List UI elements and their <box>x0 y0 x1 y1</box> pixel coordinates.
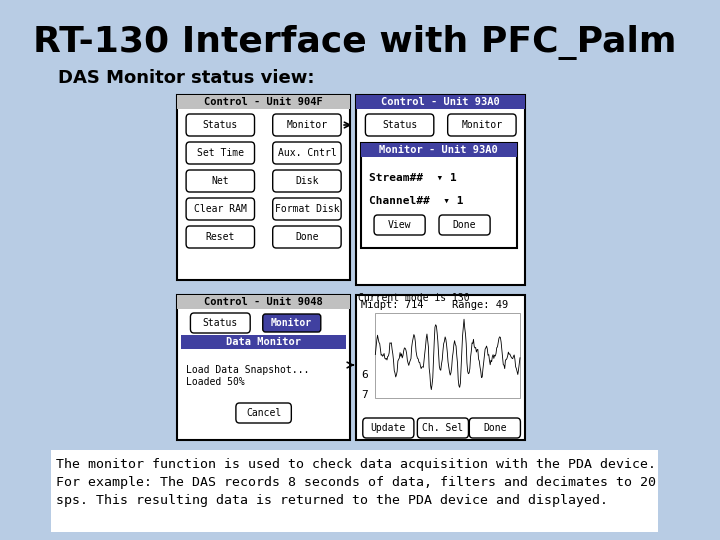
Text: Control - Unit 93A0: Control - Unit 93A0 <box>382 97 500 107</box>
Text: Current mode is 130: Current mode is 130 <box>358 293 469 303</box>
Text: Midpt: 714: Midpt: 714 <box>361 300 423 310</box>
FancyBboxPatch shape <box>177 95 350 280</box>
Text: Aux. Cntrl: Aux. Cntrl <box>277 148 336 158</box>
FancyBboxPatch shape <box>356 95 525 285</box>
FancyBboxPatch shape <box>186 226 255 248</box>
Bar <box>177 295 350 309</box>
Bar <box>177 95 350 109</box>
Text: Control - Unit 9048: Control - Unit 9048 <box>204 297 323 307</box>
Text: The monitor function is used to check data acquisition with the PDA device.
For : The monitor function is used to check da… <box>55 458 656 507</box>
Text: Stream##  ▾ 1: Stream## ▾ 1 <box>369 173 457 183</box>
Text: Clear RAM: Clear RAM <box>194 204 247 214</box>
FancyBboxPatch shape <box>177 295 350 440</box>
Text: Reset: Reset <box>206 232 235 242</box>
FancyBboxPatch shape <box>374 215 425 235</box>
Text: Status: Status <box>382 120 417 130</box>
FancyBboxPatch shape <box>273 142 341 164</box>
Text: Status: Status <box>203 120 238 130</box>
Text: Range: 49: Range: 49 <box>451 300 508 310</box>
Bar <box>51 450 657 532</box>
Text: Disk: Disk <box>295 176 319 186</box>
FancyBboxPatch shape <box>273 114 341 136</box>
Text: Cancel: Cancel <box>246 408 282 418</box>
FancyBboxPatch shape <box>273 226 341 248</box>
Bar <box>356 295 525 440</box>
Bar <box>361 143 516 157</box>
FancyBboxPatch shape <box>448 114 516 136</box>
Text: Channel##  ▾ 1: Channel## ▾ 1 <box>369 196 464 206</box>
Bar <box>181 335 346 349</box>
Text: Done: Done <box>453 220 477 230</box>
Text: DAS Monitor status view:: DAS Monitor status view: <box>58 69 315 87</box>
Text: Load Data Snapshot...
Loaded 50%: Load Data Snapshot... Loaded 50% <box>186 365 309 387</box>
FancyBboxPatch shape <box>365 114 434 136</box>
FancyBboxPatch shape <box>361 143 516 248</box>
Text: Done: Done <box>483 423 507 433</box>
Bar <box>356 95 525 109</box>
FancyBboxPatch shape <box>186 198 255 220</box>
FancyBboxPatch shape <box>418 418 469 438</box>
Text: 7: 7 <box>361 390 369 400</box>
Text: Data Monitor: Data Monitor <box>226 337 301 347</box>
Text: Monitor: Monitor <box>287 120 328 130</box>
FancyBboxPatch shape <box>363 418 414 438</box>
Text: Set Time: Set Time <box>197 148 244 158</box>
Text: RT-130 Interface with PFC_Palm: RT-130 Interface with PFC_Palm <box>33 24 676 59</box>
FancyBboxPatch shape <box>186 142 255 164</box>
Text: Monitor: Monitor <box>271 318 312 328</box>
Text: Monitor: Monitor <box>462 120 503 130</box>
Text: Status: Status <box>203 318 238 328</box>
Text: Done: Done <box>295 232 319 242</box>
FancyBboxPatch shape <box>439 215 490 235</box>
FancyBboxPatch shape <box>273 170 341 192</box>
FancyBboxPatch shape <box>190 313 250 333</box>
FancyBboxPatch shape <box>469 418 521 438</box>
Text: 6: 6 <box>361 370 369 380</box>
FancyBboxPatch shape <box>273 198 341 220</box>
Text: Ch. Sel: Ch. Sel <box>423 423 464 433</box>
Text: Control - Unit 904F: Control - Unit 904F <box>204 97 323 107</box>
Text: Format Disk: Format Disk <box>274 204 339 214</box>
Text: Monitor - Unit 93A0: Monitor - Unit 93A0 <box>379 145 498 155</box>
Text: View: View <box>388 220 411 230</box>
FancyBboxPatch shape <box>236 403 292 423</box>
FancyBboxPatch shape <box>186 170 255 192</box>
Text: Net: Net <box>212 176 229 186</box>
Bar <box>375 313 520 398</box>
FancyBboxPatch shape <box>186 114 255 136</box>
Text: Update: Update <box>371 423 406 433</box>
FancyBboxPatch shape <box>263 314 321 332</box>
